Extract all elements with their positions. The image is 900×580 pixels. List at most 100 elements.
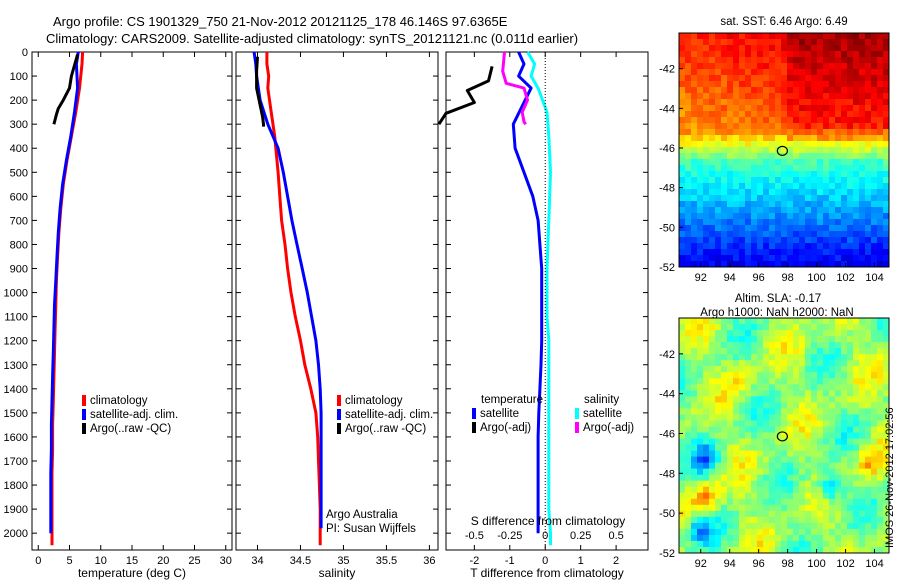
heatmap-cell (685, 402, 692, 409)
heatmap-cell (883, 408, 890, 415)
heatmap-cell (697, 153, 704, 160)
heatmap-cell (763, 261, 770, 268)
heatmap-cell (835, 81, 842, 88)
heatmap-cell (685, 324, 692, 331)
heatmap-cell (757, 111, 764, 118)
heatmap-cell (727, 219, 734, 226)
heatmap-cell (877, 330, 884, 337)
heatmap-cell (883, 426, 890, 433)
heatmap-cell (817, 540, 824, 548)
heatmap-cell (883, 225, 890, 232)
heatmap-cell (883, 528, 890, 536)
heatmap-cell (709, 231, 716, 238)
heatmap-cell (733, 420, 740, 427)
heatmap-cell (691, 117, 698, 124)
heatmap-cell (841, 318, 848, 325)
heatmap-cell (853, 261, 860, 268)
heatmap-cell (709, 492, 716, 500)
y-tick-label: 2000 (4, 528, 28, 540)
heatmap-cell (793, 129, 800, 136)
heatmap-cell (787, 438, 794, 445)
heatmap-cell (685, 432, 692, 439)
heatmap-cell (685, 33, 692, 40)
heatmap-cell (835, 87, 842, 94)
heatmap-cell (679, 123, 686, 130)
heatmap-cell (883, 237, 890, 244)
heatmap-cell (853, 111, 860, 118)
heatmap-cell (703, 219, 710, 226)
heatmap-cell (727, 336, 734, 343)
heatmap-cell (817, 255, 824, 262)
heatmap-cell (757, 432, 764, 439)
heatmap-cell (769, 117, 776, 124)
heatmap-cell (811, 39, 818, 46)
heatmap-cell (715, 39, 722, 46)
heatmap-cell (847, 153, 854, 160)
heatmap-cell (823, 372, 830, 379)
heatmap-cell (769, 366, 776, 373)
legend-label: Argo(..raw -QC) (345, 423, 426, 435)
heatmap-cell (715, 69, 722, 76)
heatmap-cell (781, 510, 788, 518)
heatmap-cell (865, 450, 872, 458)
heatmap-cell (871, 432, 878, 439)
heatmap-cell (877, 342, 884, 349)
heatmap-cell (823, 396, 830, 403)
heatmap-cell (757, 135, 764, 142)
heatmap-cell (763, 360, 770, 367)
heatmap-cell (823, 213, 830, 220)
heatmap-cell (781, 111, 788, 118)
heatmap-cell (691, 243, 698, 250)
heatmap-cell (811, 522, 818, 530)
heatmap-cell (853, 366, 860, 373)
heatmap-cell (751, 342, 758, 349)
heatmap-cell (685, 111, 692, 118)
heatmap-cell (865, 207, 872, 214)
heatmap-cell (835, 540, 842, 548)
heatmap-cell (847, 165, 854, 172)
heatmap-cell (679, 522, 686, 530)
heatmap-cell (703, 450, 710, 458)
heatmap-cell (715, 123, 722, 130)
heatmap-cell (709, 330, 716, 337)
heatmap-cell (841, 510, 848, 518)
heatmap-cell (751, 402, 758, 409)
heatmap-cell (871, 462, 878, 470)
heatmap-cell (751, 348, 758, 355)
heatmap-cell (733, 408, 740, 415)
heatmap-cell (829, 396, 836, 403)
heatmap-cell (829, 324, 836, 331)
heatmap-cell (745, 33, 752, 40)
heatmap-cell (877, 261, 884, 268)
heatmap-cell (811, 510, 818, 518)
heatmap-cell (769, 111, 776, 118)
heatmap-cell (775, 93, 782, 100)
heatmap-cell (721, 336, 728, 343)
heatmap-cell (877, 510, 884, 518)
heatmap-cell (865, 510, 872, 518)
heatmap-cell (865, 225, 872, 232)
x-tick-label: 100 (807, 272, 825, 284)
heatmap-cell (763, 39, 770, 46)
heatmap-cell (829, 462, 836, 470)
heatmap-cell (739, 249, 746, 256)
heatmap-cell (817, 69, 824, 76)
heatmap-cell (817, 219, 824, 226)
heatmap-cell (865, 396, 872, 403)
heatmap-cell (697, 426, 704, 433)
heatmap-cell (763, 420, 770, 427)
heatmap-cell (871, 159, 878, 166)
heatmap-cell (841, 39, 848, 46)
heatmap-cell (811, 414, 818, 421)
heatmap-cell (829, 75, 836, 82)
heatmap-cell (799, 318, 806, 325)
heatmap-cell (793, 261, 800, 268)
heatmap-cell (697, 165, 704, 172)
heatmap-cell (739, 177, 746, 184)
heatmap-cell (739, 420, 746, 427)
heatmap-cell (853, 243, 860, 250)
heatmap-cell (727, 213, 734, 220)
heatmap-cell (811, 444, 818, 451)
heatmap-cell (787, 528, 794, 536)
